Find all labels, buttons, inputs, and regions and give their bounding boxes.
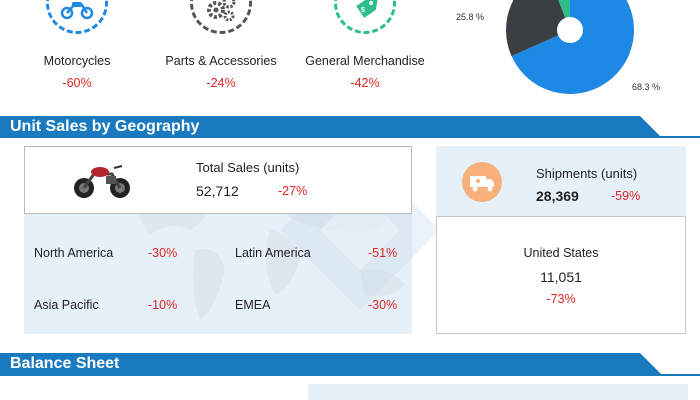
pie-slice-0 <box>511 0 634 94</box>
region-change: -51% <box>368 246 398 260</box>
svg-text:$: $ <box>361 7 365 14</box>
pie-hole <box>557 17 583 43</box>
section-header-geography: Unit Sales by Geography <box>0 116 662 138</box>
region-name: Asia Pacific <box>34 298 99 312</box>
truck-icon-circle <box>462 162 502 202</box>
us-label: United States <box>523 246 599 260</box>
category-name: General Merchandise <box>305 54 425 68</box>
category-change: -24% <box>206 76 236 90</box>
gears-icon-ring <box>190 0 252 34</box>
total-sales-label: Total Sales (units) <box>196 160 300 175</box>
shipments-change: -59% <box>611 189 641 203</box>
pie-chart <box>500 0 640 100</box>
region-name: North America <box>34 246 114 260</box>
region-change: -30% <box>368 298 398 312</box>
category-name: Motorcycles <box>43 54 111 68</box>
section-title: Unit Sales by Geography <box>10 118 200 135</box>
total-sales-value: 52,712 <box>196 183 239 199</box>
price-tag-icon: $ <box>356 0 378 18</box>
price-tag-icon-ring: $ <box>334 0 396 34</box>
total-sales-change: -27% <box>278 184 308 198</box>
motorcycle-icon-ring <box>46 0 108 34</box>
balance-sheet-panel <box>308 384 688 400</box>
region-name: EMEA <box>235 298 271 312</box>
pie-slice-1 <box>506 0 570 57</box>
category-name: Parts & Accessories <box>165 54 277 68</box>
truck-icon <box>470 176 494 192</box>
section-header-balance: Balance Sheet <box>0 353 662 375</box>
pie-svg <box>506 0 634 94</box>
gears-icon <box>207 0 236 22</box>
pie-label-blue: 68.3 % <box>632 82 661 92</box>
motorcycle-photo-icon <box>74 165 130 198</box>
motorcycle-icon <box>60 1 94 19</box>
shipments-value: 28,369 <box>536 188 579 204</box>
section-title: Balance Sheet <box>10 355 120 372</box>
category-change: -60% <box>62 76 92 90</box>
shipments-label: Shipments (units) <box>536 166 638 181</box>
region-change: -10% <box>148 298 178 312</box>
region-name: Latin America <box>235 246 311 260</box>
section-divider <box>0 374 700 376</box>
united-states-box <box>436 216 686 334</box>
us-value: 11,051 <box>540 269 582 285</box>
category-change: -42% <box>350 76 380 90</box>
pie-label-dark: 25.8 % <box>456 12 485 22</box>
region-change: -30% <box>148 246 178 260</box>
us-change: -73% <box>546 292 576 306</box>
